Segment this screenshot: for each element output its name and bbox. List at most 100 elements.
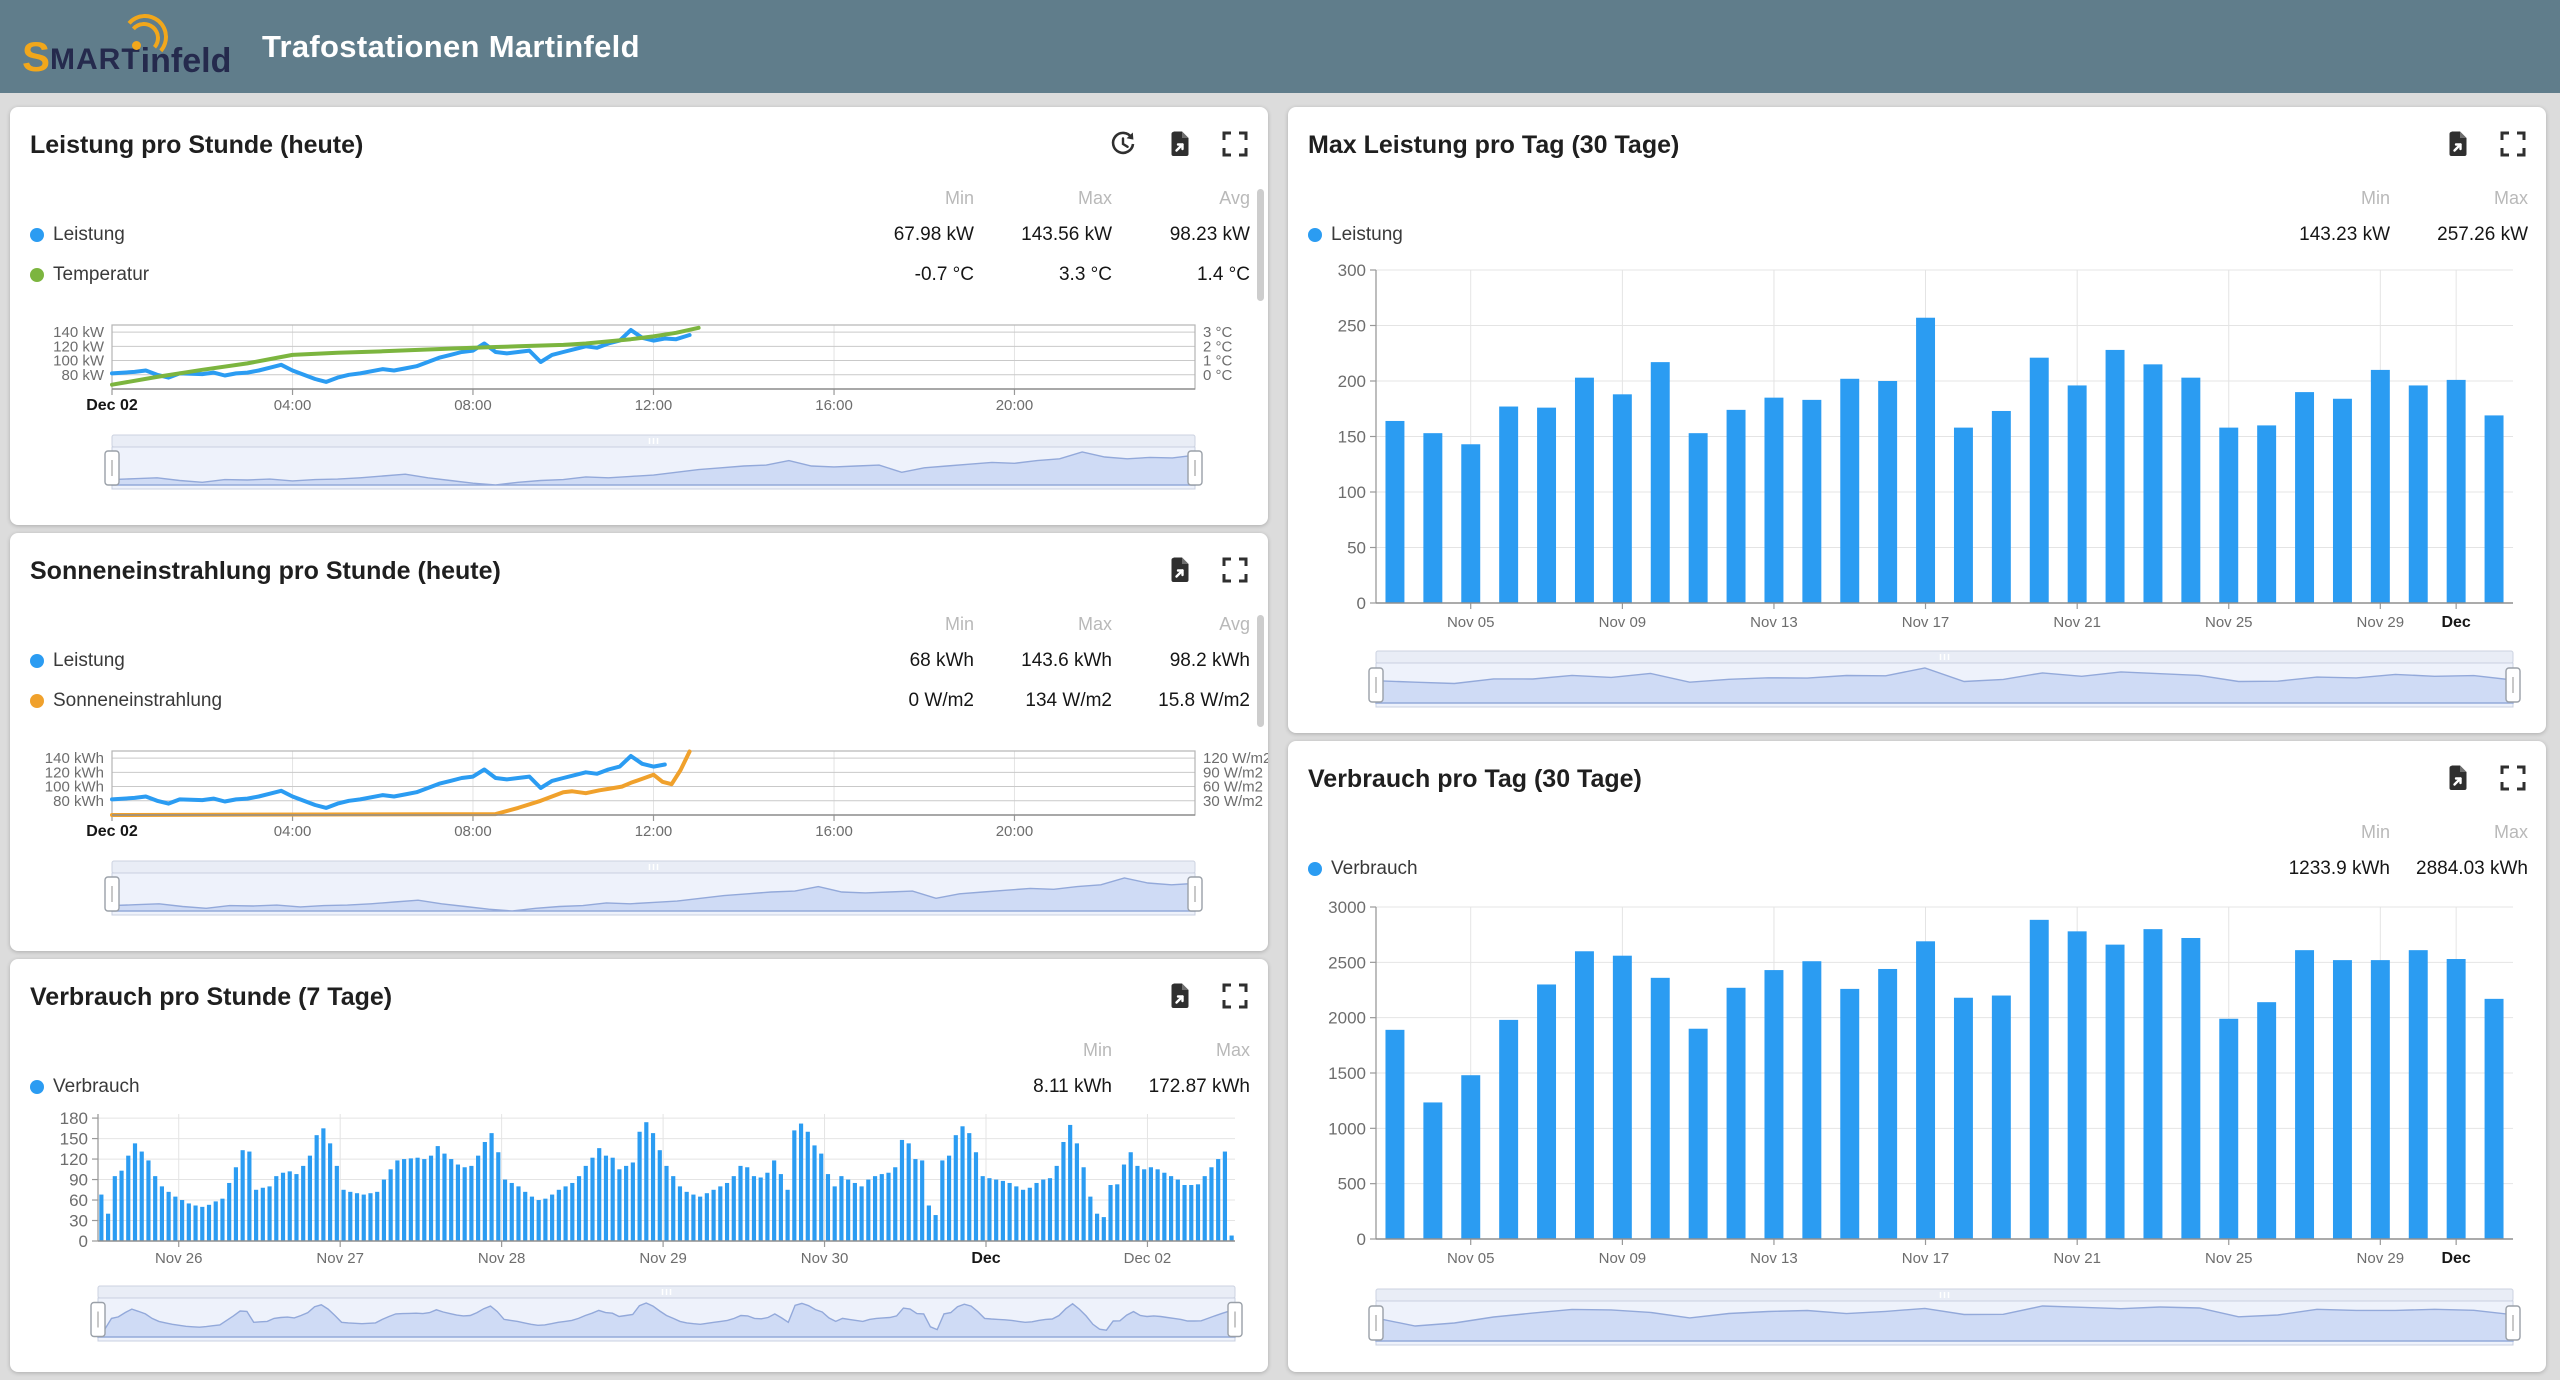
app-header: SMARTinfeld Trafostationen Martinfeld <box>0 0 2560 93</box>
svg-text:16:00: 16:00 <box>815 397 853 414</box>
svg-text:Dec 02: Dec 02 <box>86 823 138 840</box>
export-file-icon[interactable] <box>2442 129 2472 159</box>
svg-text:Nov 30: Nov 30 <box>801 1250 849 1267</box>
chart-leistung-pro-stunde[interactable]: Dec 0204:0008:0012:0016:0020:00140 kW120… <box>10 317 1268 507</box>
svg-text:2000: 2000 <box>1328 1009 1366 1028</box>
stats-min-header: Min <box>2252 822 2390 843</box>
stat-max: 143.56 kW <box>974 224 1112 246</box>
export-file-icon[interactable] <box>2442 763 2472 793</box>
chart-sonneneinstrahlung-pro-stunde[interactable]: Dec 0204:0008:0012:0016:0020:00140 kWh12… <box>10 743 1268 933</box>
wifi-signal-icon <box>126 10 170 54</box>
legend-label: Verbrauch <box>53 1076 140 1098</box>
stats-table: Min Max Leistung 143.23 kW 257.26 kW <box>1308 181 2528 255</box>
fullscreen-icon[interactable] <box>2498 129 2528 159</box>
stat-avg: 98.2 kWh <box>1112 650 1250 672</box>
stat-min: -0.7 °C <box>836 264 974 286</box>
svg-text:Dec: Dec <box>2441 614 2470 631</box>
svg-text:08:00: 08:00 <box>454 397 492 414</box>
page-title: Trafostationen Martinfeld <box>262 29 640 65</box>
chart-max-leistung-pro-tag[interactable]: Nov 05Nov 09Nov 13Nov 17Nov 21Nov 25Nov … <box>1288 255 2546 713</box>
svg-text:Nov 17: Nov 17 <box>1902 1250 1950 1267</box>
chart-verbrauch-pro-tag[interactable]: Nov 05Nov 09Nov 13Nov 17Nov 21Nov 25Nov … <box>1288 889 2546 1351</box>
panel-sonneneinstrahlung-pro-stunde: Sonneneinstrahlung pro Stunde (heute) Mi… <box>10 533 1268 951</box>
legend-label: Verbrauch <box>1331 858 1418 880</box>
svg-text:Nov 29: Nov 29 <box>2357 614 2405 631</box>
svg-text:500: 500 <box>1338 1175 1366 1194</box>
logo-text-s: S <box>22 36 50 78</box>
legend-dot-temperatur <box>30 268 44 282</box>
stats-table: Min Max Verbrauch 1233.9 kWh 2884.03 kWh <box>1308 815 2528 889</box>
legend-dot-sonneneinstrahlung <box>30 694 44 708</box>
svg-text:Nov 09: Nov 09 <box>1599 1250 1647 1267</box>
svg-text:20:00: 20:00 <box>996 823 1034 840</box>
stats-max-header: Max <box>2390 822 2528 843</box>
svg-text:60: 60 <box>69 1191 88 1210</box>
svg-text:Dec: Dec <box>2441 1250 2470 1267</box>
svg-text:100: 100 <box>1338 483 1366 502</box>
export-file-icon[interactable] <box>1164 129 1194 159</box>
stats-table: Min Max Avg Leistung 67.98 kW 143.56 kW … <box>30 181 1250 295</box>
svg-text:Nov 21: Nov 21 <box>2053 1250 2101 1267</box>
legend-label: Sonneneinstrahlung <box>53 690 222 712</box>
svg-text:180: 180 <box>60 1109 88 1128</box>
stats-min-header: Min <box>2252 188 2390 209</box>
svg-text:1000: 1000 <box>1328 1119 1366 1138</box>
panel-max-leistung-pro-tag: Max Leistung pro Tag (30 Tage) Min Max L… <box>1288 107 2546 733</box>
legend-row-temperatur[interactable]: Temperatur -0.7 °C 3.3 °C 1.4 °C <box>30 255 1250 295</box>
svg-text:0 °C: 0 °C <box>1203 367 1233 384</box>
legend-row-sonneneinstrahlung[interactable]: Sonneneinstrahlung 0 W/m2 134 W/m2 15.8 … <box>30 681 1250 721</box>
legend-row-leistung[interactable]: Leistung 143.23 kW 257.26 kW <box>1308 215 2528 255</box>
export-file-icon[interactable] <box>1164 555 1194 585</box>
stats-avg-header: Avg <box>1112 614 1250 635</box>
stats-table: Min Max Avg Leistung 68 kWh 143.6 kWh 98… <box>30 607 1250 721</box>
stats-header-row: Min Max <box>1308 181 2528 215</box>
svg-text:Nov 29: Nov 29 <box>2357 1250 2405 1267</box>
stat-min: 8.11 kWh <box>974 1076 1112 1098</box>
svg-text:Nov 09: Nov 09 <box>1599 614 1647 631</box>
stats-max-header: Max <box>1112 1040 1250 1061</box>
svg-text:150: 150 <box>1338 428 1366 447</box>
legend-label: Leistung <box>53 224 125 246</box>
svg-text:Nov 21: Nov 21 <box>2053 614 2101 631</box>
legend-row-leistung[interactable]: Leistung 68 kWh 143.6 kWh 98.2 kWh <box>30 641 1250 681</box>
panel-leistung-pro-stunde: Leistung pro Stunde (heute) Min Max Avg … <box>10 107 1268 525</box>
stats-scrollbar[interactable] <box>1257 615 1264 727</box>
svg-text:Nov 13: Nov 13 <box>1750 614 1798 631</box>
svg-text:3000: 3000 <box>1328 898 1366 917</box>
svg-text:20:00: 20:00 <box>996 397 1034 414</box>
svg-text:50: 50 <box>1347 539 1366 558</box>
svg-text:Nov 25: Nov 25 <box>2205 614 2253 631</box>
stat-max: 134 W/m2 <box>974 690 1112 712</box>
fullscreen-icon[interactable] <box>1220 129 1250 159</box>
stats-scrollbar[interactable] <box>1257 189 1264 301</box>
panel-title: Verbrauch pro Stunde (7 Tage) <box>30 983 392 1012</box>
legend-label: Leistung <box>1331 224 1403 246</box>
svg-text:1500: 1500 <box>1328 1064 1366 1083</box>
stat-max: 257.26 kW <box>2390 224 2528 246</box>
stat-max: 172.87 kWh <box>1112 1076 1250 1098</box>
stat-min: 67.98 kW <box>836 224 974 246</box>
svg-text:Nov 29: Nov 29 <box>639 1250 687 1267</box>
svg-text:04:00: 04:00 <box>274 397 312 414</box>
svg-text:200: 200 <box>1338 372 1366 391</box>
export-file-icon[interactable] <box>1164 981 1194 1011</box>
stat-min: 143.23 kW <box>2252 224 2390 246</box>
svg-text:Dec 02: Dec 02 <box>86 397 138 414</box>
smartinfeld-logo: SMARTinfeld <box>22 8 222 86</box>
stats-min-header: Min <box>974 1040 1112 1061</box>
fullscreen-icon[interactable] <box>2498 763 2528 793</box>
stats-header-row: Min Max <box>1308 815 2528 849</box>
svg-text:30: 30 <box>69 1212 88 1231</box>
panel-title: Max Leistung pro Tag (30 Tage) <box>1308 131 1679 160</box>
stats-table: Min Max Verbrauch 8.11 kWh 172.87 kWh <box>30 1033 1250 1107</box>
chart-verbrauch-pro-stunde[interactable]: Nov 26Nov 27Nov 28Nov 29Nov 30DecDec 020… <box>10 1099 1268 1349</box>
svg-text:0: 0 <box>1357 594 1366 613</box>
stat-min: 1233.9 kWh <box>2252 858 2390 880</box>
fullscreen-icon[interactable] <box>1220 555 1250 585</box>
legend-dot-verbrauch <box>30 1080 44 1094</box>
refresh-update-icon[interactable] <box>1108 129 1138 159</box>
stats-max-header: Max <box>974 188 1112 209</box>
legend-row-verbrauch[interactable]: Verbrauch 1233.9 kWh 2884.03 kWh <box>1308 849 2528 889</box>
legend-row-leistung[interactable]: Leistung 67.98 kW 143.56 kW 98.23 kW <box>30 215 1250 255</box>
fullscreen-icon[interactable] <box>1220 981 1250 1011</box>
